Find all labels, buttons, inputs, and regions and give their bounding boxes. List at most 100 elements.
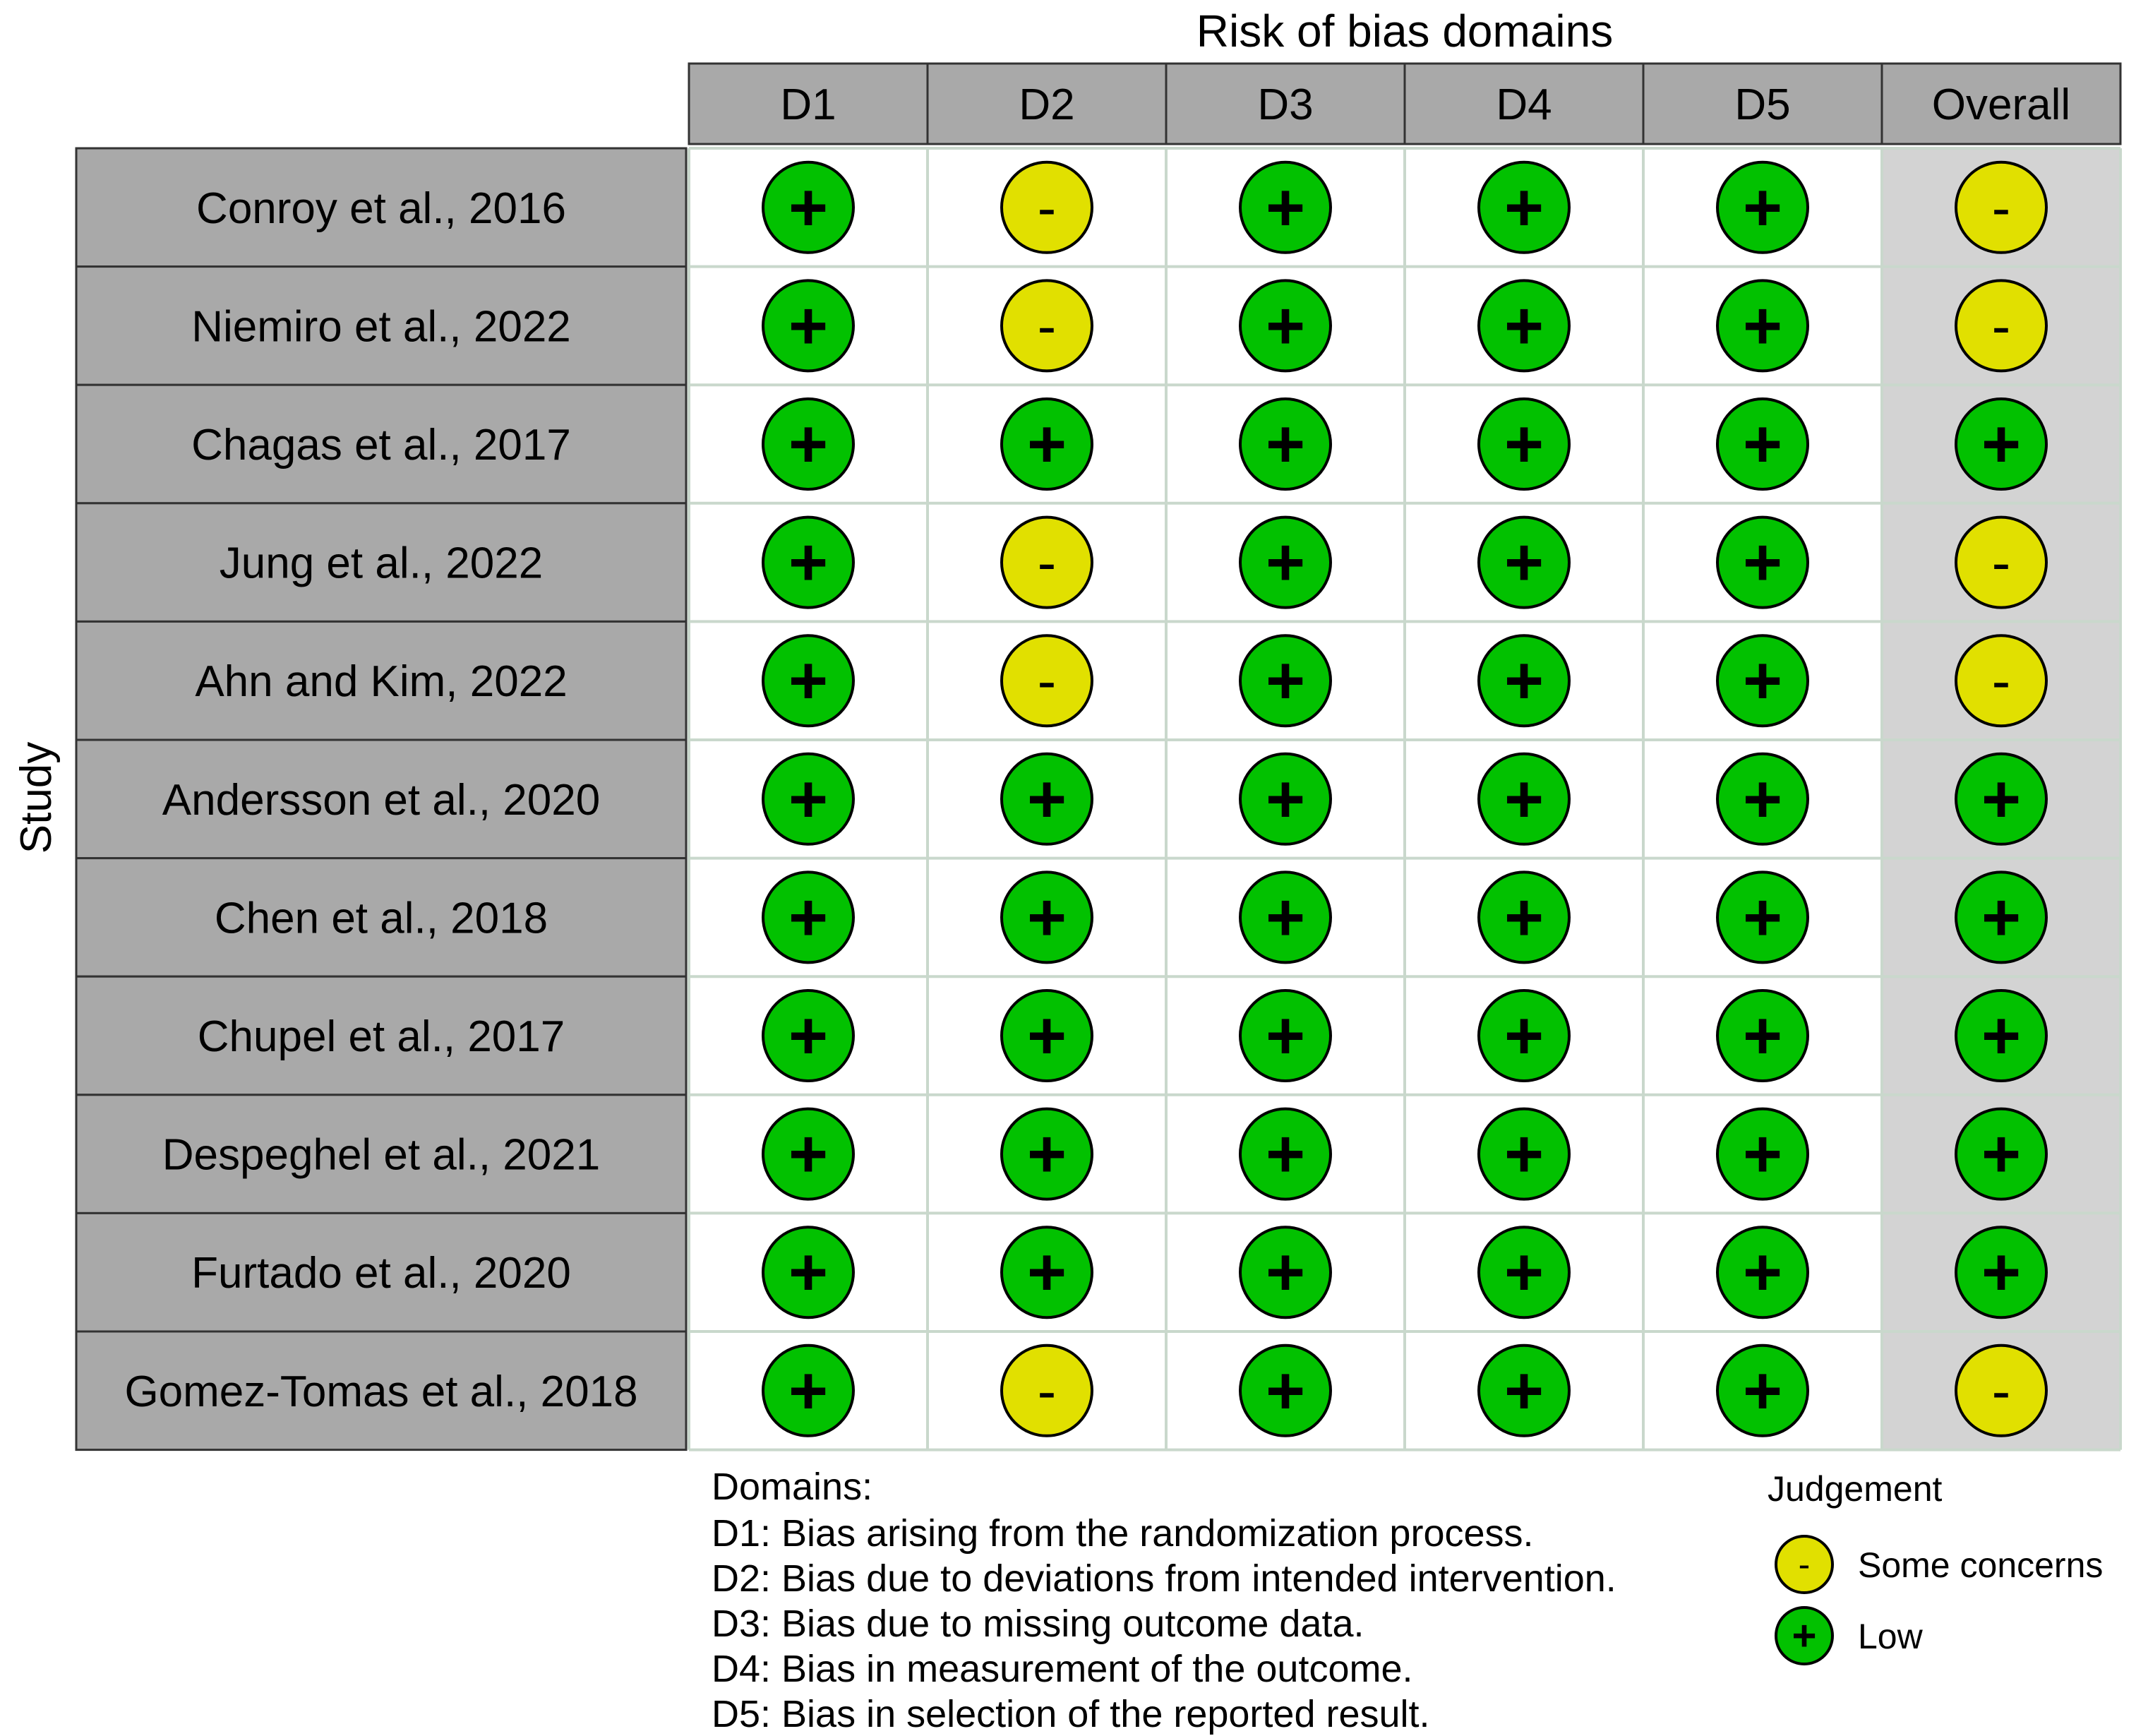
some-concerns-circle xyxy=(1955,279,2048,373)
judgement-symbol: + xyxy=(1981,407,2021,482)
low-circle xyxy=(1239,989,1332,1082)
study-label: Andersson et al., 2020 xyxy=(162,776,600,825)
low-circle xyxy=(1716,1343,1809,1437)
legend-judgement-symbol: - xyxy=(1799,1545,1811,1584)
column-header-label: D4 xyxy=(1496,80,1552,129)
column-header-label: D3 xyxy=(1257,80,1313,129)
judgement-symbol: - xyxy=(1038,1359,1057,1422)
domains-description: Domains: D1: Bias arising from the rando… xyxy=(712,1466,1616,1735)
low-circle xyxy=(1239,515,1332,609)
judgement-symbol: - xyxy=(1992,294,2011,357)
low-circle xyxy=(1239,1343,1332,1437)
judgement-symbol: + xyxy=(1743,998,1782,1074)
judgement-symbol: + xyxy=(1266,880,1305,955)
low-circle xyxy=(1477,870,1571,964)
judgement-symbol: + xyxy=(1266,643,1305,719)
judgement-symbol: + xyxy=(1743,525,1782,600)
study-label-box xyxy=(75,265,688,386)
judgement-symbol: + xyxy=(1743,643,1782,719)
study-label: Chagas et al., 2017 xyxy=(191,421,571,469)
some-concerns-circle xyxy=(1000,160,1093,254)
judgement-symbol: + xyxy=(788,169,828,245)
judgement-symbol: + xyxy=(1743,1116,1782,1192)
low-circle xyxy=(1239,870,1332,964)
low-circle xyxy=(1000,752,1093,846)
domain-description: D5: Bias in selection of the reported re… xyxy=(712,1693,1430,1735)
judgement-symbol: + xyxy=(1743,169,1782,245)
low-circle xyxy=(1239,634,1332,728)
low-circle xyxy=(1239,279,1332,373)
low-circle xyxy=(762,752,855,846)
low-circle xyxy=(1477,515,1571,609)
judgement-symbol: + xyxy=(1027,1116,1067,1192)
legend-title: Judgement xyxy=(1768,1469,1942,1509)
low-circle xyxy=(1716,1226,1809,1319)
low-circle xyxy=(1239,1226,1332,1319)
study-label: Despeghel et al., 2021 xyxy=(162,1131,600,1180)
judgement-symbol: + xyxy=(1981,1116,2021,1192)
low-circle xyxy=(1716,279,1809,373)
judgement-symbol: + xyxy=(1266,1116,1305,1192)
study-label-box xyxy=(75,738,688,860)
low-circle xyxy=(1955,989,2048,1082)
judgement-symbol: - xyxy=(1038,531,1057,594)
low-circle xyxy=(1000,1226,1093,1319)
domain-description: D1: Bias arising from the randomization … xyxy=(712,1512,1534,1555)
low-circle xyxy=(1000,870,1093,964)
legend-some-concerns-circle xyxy=(1775,1535,1834,1594)
study-label-box xyxy=(75,1094,688,1214)
low-circle xyxy=(1239,397,1332,491)
study-label-box xyxy=(75,975,688,1096)
legend-low-circle xyxy=(1775,1606,1834,1665)
judgement-symbol: + xyxy=(1266,525,1305,600)
judgement-symbol: + xyxy=(788,880,828,955)
judgement-symbol: - xyxy=(1992,1359,2011,1422)
judgement-symbol: - xyxy=(1038,649,1057,712)
domain-description: D3: Bias due to missing outcome data. xyxy=(712,1603,1364,1645)
judgement-grid: + - + + + - + - + + + - + + + + + + + - + + + - + - + + + - + + + + + + + + + +… xyxy=(688,147,2122,1451)
judgement-symbol: + xyxy=(788,1235,828,1310)
study-labels: Conroy et al., 2016 Niemiro et al., 2022 C… xyxy=(75,147,688,1451)
judgement-symbol: + xyxy=(788,1353,828,1428)
legend-label: Low xyxy=(1858,1617,1924,1656)
low-circle xyxy=(1955,870,2048,964)
domain-description: D2: Bias due to deviations from intended… xyxy=(712,1557,1616,1600)
column-header-box xyxy=(1403,62,1645,145)
column-header-label: D5 xyxy=(1734,80,1790,129)
judgement-symbol: + xyxy=(1981,761,2021,837)
judgement-symbol: + xyxy=(1504,880,1544,955)
judgement-symbol: + xyxy=(788,525,828,600)
column-header-label: D2 xyxy=(1019,80,1074,129)
low-circle xyxy=(1955,397,2048,491)
study-label: Jung et al., 2022 xyxy=(220,539,543,588)
study-label-box xyxy=(75,502,688,623)
low-circle xyxy=(762,160,855,254)
low-circle xyxy=(762,989,855,1082)
column-header-box xyxy=(1880,62,2122,145)
low-circle xyxy=(1239,752,1332,846)
judgement-symbol: - xyxy=(1038,176,1057,239)
judgement-symbol: + xyxy=(1266,169,1305,245)
judgement-symbol: + xyxy=(1266,761,1305,837)
low-circle xyxy=(1716,397,1809,491)
study-label: Furtado et al., 2020 xyxy=(191,1249,571,1298)
legend: Judgement - Some concerns + Low xyxy=(1768,1469,2103,1665)
study-label-box xyxy=(75,1330,688,1451)
judgement-symbol: + xyxy=(1743,761,1782,837)
judgement-symbol: + xyxy=(1504,525,1544,600)
judgement-symbol: - xyxy=(1992,531,2011,594)
column-header-box xyxy=(688,62,929,145)
judgement-symbol: + xyxy=(1504,1116,1544,1192)
some-concerns-circle xyxy=(1955,1343,2048,1437)
column-header-box xyxy=(1165,62,1406,145)
judgement-symbol: - xyxy=(1992,649,2011,712)
low-circle xyxy=(762,1343,855,1437)
study-label: Chupel et al., 2017 xyxy=(198,1012,565,1061)
low-circle xyxy=(1716,634,1809,728)
low-circle xyxy=(1477,160,1571,254)
low-circle xyxy=(762,397,855,491)
legend-label: Some concerns xyxy=(1858,1545,2103,1585)
judgement-symbol: + xyxy=(788,643,828,719)
judgement-symbol: + xyxy=(1266,288,1305,364)
